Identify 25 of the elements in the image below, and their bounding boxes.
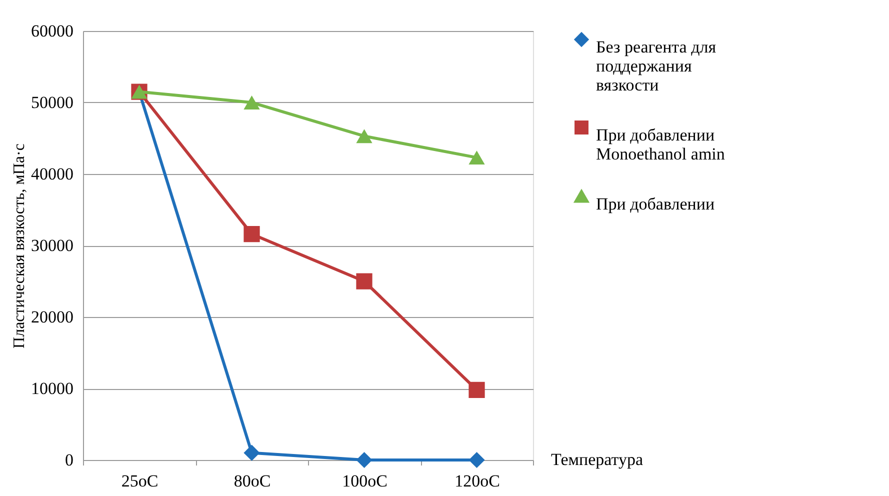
point	[356, 452, 372, 468]
x-tick-label: 120oC	[454, 472, 500, 490]
legend-label: При добавлении	[596, 194, 715, 214]
point	[468, 150, 485, 165]
y-tick-label: 60000	[31, 22, 74, 40]
point	[356, 273, 372, 290]
point	[468, 382, 485, 398]
x-tick-label: 80oC	[234, 472, 271, 490]
x-axis-title: Температура	[551, 450, 644, 469]
y-tick-label: 0	[65, 450, 74, 470]
y-axis-title: Пластическая вязкость, мПа·с	[11, 144, 28, 348]
y-tick-label: 50000	[31, 93, 74, 112]
point	[244, 226, 260, 242]
point	[356, 129, 372, 144]
legend-label: Без реагента для поддержания вязкости	[596, 38, 716, 94]
point	[244, 444, 260, 461]
y-tick-label: 40000	[31, 164, 74, 184]
y-tick-label: 30000	[31, 236, 74, 255]
point	[468, 452, 485, 468]
point	[244, 96, 260, 110]
y-tick-label: 10000	[31, 379, 74, 398]
y-tick-label: 20000	[31, 308, 74, 326]
x-tick-label: 100oC	[342, 472, 388, 490]
x-tick-label: 25oC	[121, 472, 158, 490]
legend-label: При добавлении Monoethanol amin	[596, 126, 726, 164]
